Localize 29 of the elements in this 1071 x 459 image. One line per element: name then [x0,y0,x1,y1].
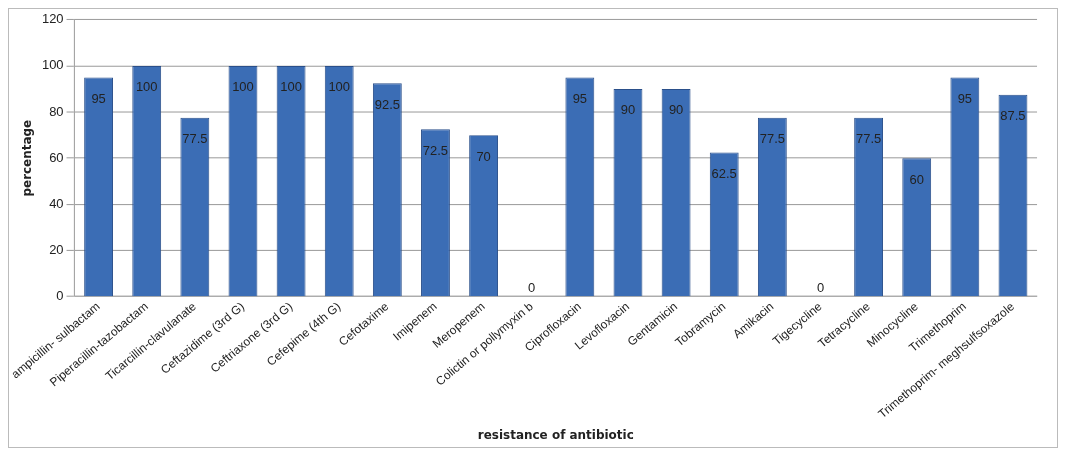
data-label: 60 [909,171,924,187]
data-label: 92.5 [374,96,400,112]
data-label: 100 [328,79,351,95]
data-label: 87.5 [1000,108,1026,124]
data-label: 95 [91,90,106,106]
data-label: 77.5 [759,131,785,147]
data-label: 95 [572,90,588,106]
data-label: 100 [280,79,302,95]
y-tick-label: 0 [56,288,64,304]
data-label: 100 [135,79,158,95]
data-label: 0 [816,280,825,296]
data-label: 90 [668,102,684,118]
y-tick-label: 80 [49,103,64,119]
data-label: 70 [476,148,491,164]
y-axis-title: percentage [19,119,34,197]
data-label: 100 [232,79,254,95]
data-label: 95 [957,90,973,106]
y-tick-label: 120 [41,11,64,27]
data-label: 72.5 [422,142,449,158]
y-tick-label: 40 [49,195,64,211]
data-label: 62.5 [711,165,737,181]
x-axis-title: resistance of antibiotic [477,427,634,442]
y-tick-label: 100 [41,57,64,73]
y-tick-label: 20 [49,242,64,258]
data-label: 77.5 [182,131,208,147]
data-label: 90 [620,102,636,118]
data-label: 77.5 [855,131,882,147]
y-tick-label: 60 [49,149,64,165]
data-label: 0 [528,280,536,296]
